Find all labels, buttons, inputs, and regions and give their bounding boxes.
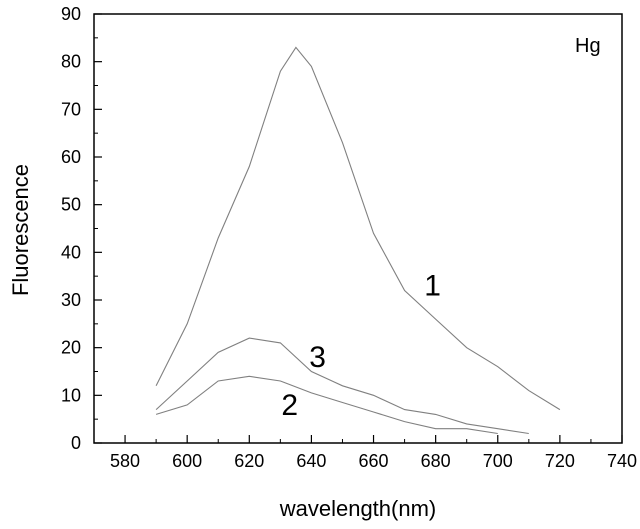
x-tick-label-700: 700 [483, 451, 513, 471]
y-tick-label-90: 90 [61, 4, 81, 24]
labels-layer: 580 600 620 640 660 680 700 720 740 0 10 20 30 40 50 60… [61, 4, 637, 471]
ticks-layer [93, 13, 623, 444]
x-axis-title: wavelength(nm) [279, 496, 437, 521]
y-tick-label-40: 40 [61, 242, 81, 262]
y-tick-label-30: 30 [61, 290, 81, 310]
series-label-2: 2 [281, 389, 298, 422]
x-tick-label-620: 620 [234, 451, 264, 471]
y-tick-label-60: 60 [61, 147, 81, 167]
y-tick-label-0: 0 [71, 433, 81, 453]
y-tick-label-20: 20 [61, 338, 81, 358]
x-tick-label-600: 600 [172, 451, 202, 471]
annotation-hg: Hg [575, 35, 601, 57]
plot-frame [93, 13, 623, 444]
x-tick-label-720: 720 [545, 451, 575, 471]
y-tick-label-70: 70 [61, 99, 81, 119]
series-layer [155, 46, 561, 435]
series-line-1 [155, 46, 561, 411]
x-tick-label-740: 740 [607, 451, 637, 471]
x-tick-label-640: 640 [296, 451, 326, 471]
y-tick-label-10: 10 [61, 385, 81, 405]
series-line-2 [155, 375, 498, 435]
series-label-1: 1 [424, 270, 441, 303]
x-tick-label-680: 680 [421, 451, 451, 471]
y-axis-title: Fluorescence [8, 164, 33, 296]
y-tick-label-80: 80 [61, 52, 81, 72]
series-label-3: 3 [309, 341, 326, 374]
x-tick-label-660: 660 [359, 451, 389, 471]
x-tick-label-580: 580 [110, 451, 140, 471]
y-tick-label-50: 50 [61, 195, 81, 215]
series-line-3 [155, 337, 529, 435]
